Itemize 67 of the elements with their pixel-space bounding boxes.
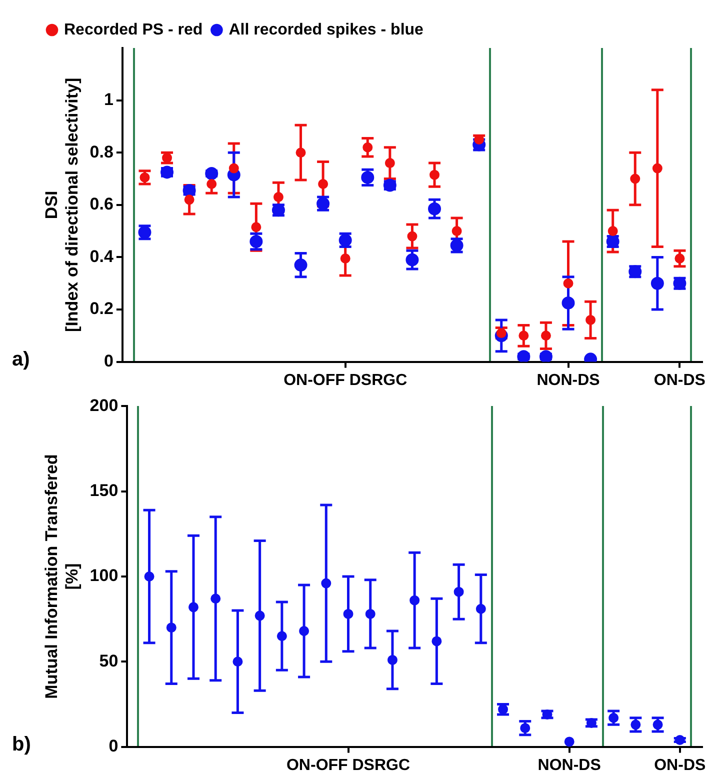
point <box>517 350 530 362</box>
point <box>540 330 551 341</box>
x-tick-label: NON-DS <box>538 756 602 774</box>
point <box>318 178 328 189</box>
point <box>407 231 418 242</box>
point <box>210 594 221 604</box>
point <box>432 636 442 646</box>
point <box>299 626 310 636</box>
point <box>454 586 464 597</box>
point <box>273 192 284 202</box>
point <box>228 163 239 174</box>
y-tick-label: 100 <box>90 566 118 586</box>
point <box>254 610 265 621</box>
point <box>652 163 662 174</box>
y-tick-label: 0.4 <box>90 246 114 266</box>
point <box>563 278 574 288</box>
point <box>518 330 529 341</box>
y-tick-label: 200 <box>90 396 118 415</box>
y-tick-label: 0.8 <box>90 142 114 162</box>
point <box>343 608 354 619</box>
y-tick-label: 50 <box>99 651 118 670</box>
point <box>586 718 596 728</box>
y-tick-label: 0 <box>104 351 114 370</box>
point <box>586 314 596 325</box>
legend-label: All recorded spikes - blue <box>228 21 424 38</box>
point <box>251 222 262 232</box>
point <box>365 608 376 619</box>
point <box>564 736 574 747</box>
point <box>321 578 332 588</box>
point <box>630 174 640 184</box>
y-tick-label: 1 <box>104 90 114 109</box>
x-tick-label: ON-OFF DSRGC <box>284 372 408 389</box>
x-tick-label: ON-DS <box>654 372 706 389</box>
y-tick-label: 0 <box>108 736 118 756</box>
text: b) <box>12 733 31 756</box>
point <box>144 572 154 582</box>
point <box>205 167 218 180</box>
point <box>562 296 575 310</box>
point <box>384 158 395 168</box>
point <box>452 226 462 236</box>
point <box>430 170 440 180</box>
y-tick-label: 0.2 <box>90 299 114 318</box>
point <box>294 258 308 272</box>
point <box>539 350 552 362</box>
point <box>340 254 350 264</box>
point <box>608 226 618 236</box>
point <box>276 631 287 642</box>
point <box>184 194 194 205</box>
point <box>232 656 243 667</box>
point <box>476 604 486 614</box>
y-axis-title: Mutual Information Transfered [%] <box>42 454 82 699</box>
text: a) <box>12 348 30 370</box>
y-tick-label: 0.6 <box>90 194 114 214</box>
point <box>188 602 198 612</box>
x-tick-label: ON-OFF DSRGC <box>286 756 410 774</box>
point <box>674 734 685 745</box>
point <box>296 148 306 158</box>
point <box>650 276 664 290</box>
legend-label: Recorded PS - red <box>64 21 203 38</box>
y-tick-label: 150 <box>90 481 118 500</box>
point <box>387 654 398 665</box>
point <box>166 622 176 633</box>
x-tick-label: NON-DS <box>536 372 600 389</box>
y-axis-title: DSI [Index of directional selectivity] <box>42 78 82 332</box>
point <box>542 709 552 720</box>
point <box>410 595 420 606</box>
x-tick-label: ON-DS <box>654 756 706 774</box>
